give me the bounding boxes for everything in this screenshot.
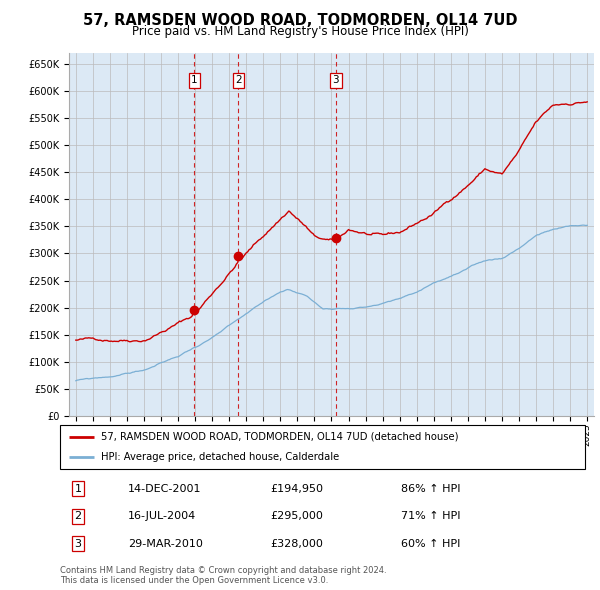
Text: 2: 2 [235, 75, 242, 85]
Text: 3: 3 [74, 539, 82, 549]
Text: 16-JUL-2004: 16-JUL-2004 [128, 512, 197, 521]
Text: 1: 1 [74, 484, 82, 494]
Text: £328,000: £328,000 [270, 539, 323, 549]
Text: £295,000: £295,000 [270, 512, 323, 521]
Text: 57, RAMSDEN WOOD ROAD, TODMORDEN, OL14 7UD: 57, RAMSDEN WOOD ROAD, TODMORDEN, OL14 7… [83, 13, 517, 28]
Text: 86% ↑ HPI: 86% ↑ HPI [401, 484, 461, 494]
Text: 14-DEC-2001: 14-DEC-2001 [128, 484, 202, 494]
FancyBboxPatch shape [60, 425, 585, 469]
Text: Price paid vs. HM Land Registry's House Price Index (HPI): Price paid vs. HM Land Registry's House … [131, 25, 469, 38]
Text: 1: 1 [191, 75, 198, 85]
Text: 60% ↑ HPI: 60% ↑ HPI [401, 539, 461, 549]
Text: 29-MAR-2010: 29-MAR-2010 [128, 539, 203, 549]
Text: This data is licensed under the Open Government Licence v3.0.: This data is licensed under the Open Gov… [60, 576, 328, 585]
Text: Contains HM Land Registry data © Crown copyright and database right 2024.: Contains HM Land Registry data © Crown c… [60, 566, 386, 575]
Text: HPI: Average price, detached house, Calderdale: HPI: Average price, detached house, Cald… [101, 452, 339, 462]
Text: 2: 2 [74, 512, 82, 521]
Text: £194,950: £194,950 [270, 484, 323, 494]
Text: 71% ↑ HPI: 71% ↑ HPI [401, 512, 461, 521]
Text: 57, RAMSDEN WOOD ROAD, TODMORDEN, OL14 7UD (detached house): 57, RAMSDEN WOOD ROAD, TODMORDEN, OL14 7… [101, 432, 458, 442]
Text: 3: 3 [332, 75, 339, 85]
